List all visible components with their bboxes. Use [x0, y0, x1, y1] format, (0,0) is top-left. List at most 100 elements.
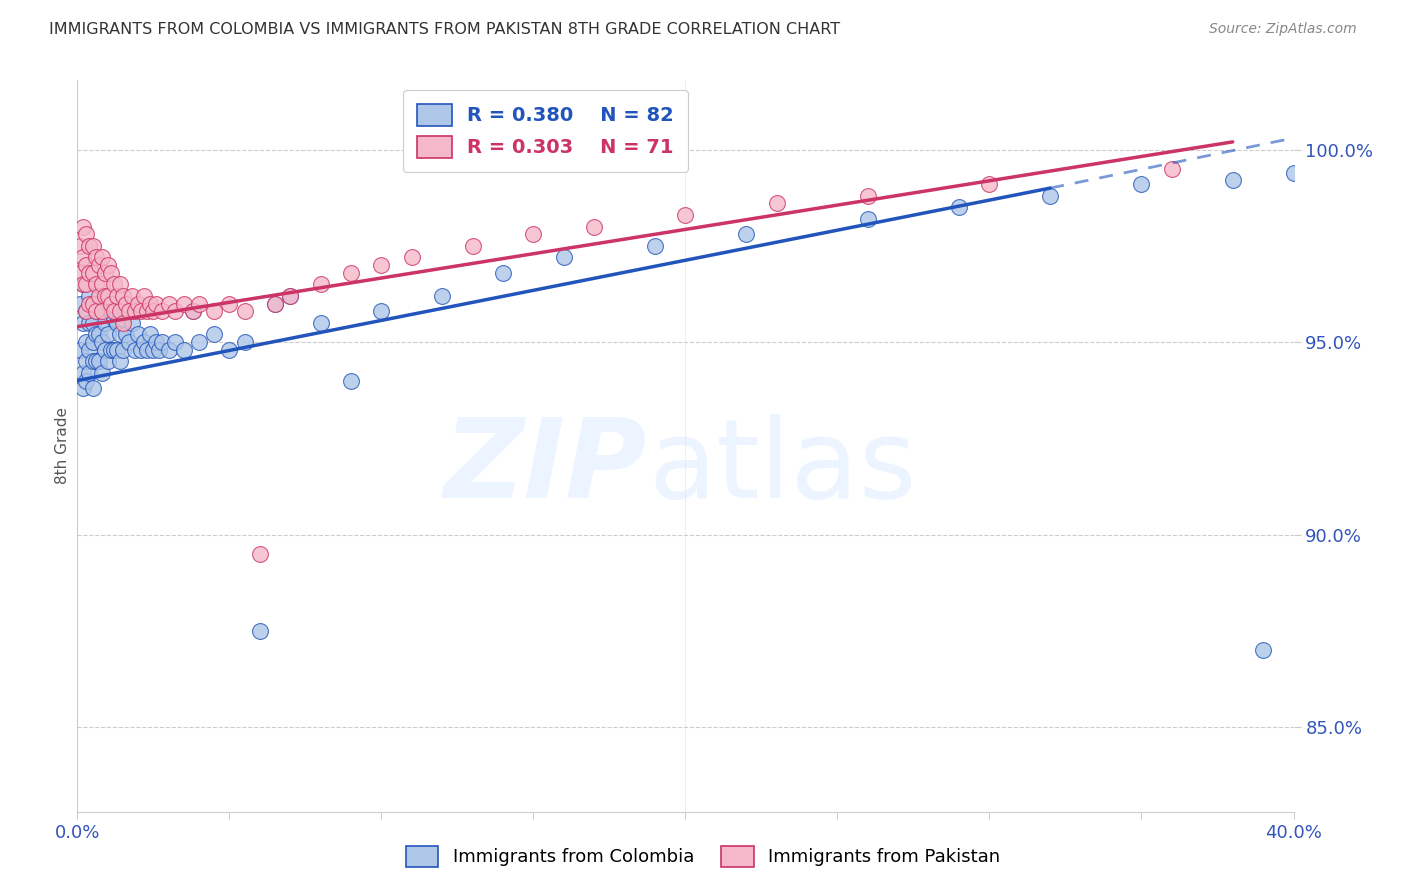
Point	[93, 316, 115, 330]
Point	[105, 289, 128, 303]
Point	[84, 304, 107, 318]
Point	[129, 343, 152, 357]
Point	[157, 296, 180, 310]
Point	[675, 208, 697, 222]
Point	[181, 304, 204, 318]
Point	[90, 251, 112, 265]
Point	[87, 354, 110, 368]
Point	[100, 343, 122, 357]
Point	[249, 547, 271, 561]
Point	[401, 251, 423, 265]
Point	[118, 334, 141, 349]
Point	[82, 354, 104, 368]
Point	[121, 316, 143, 330]
Point	[264, 296, 287, 310]
Point	[75, 258, 97, 272]
Point	[152, 304, 174, 318]
Point	[111, 343, 134, 357]
Point	[79, 343, 101, 357]
Point	[108, 304, 131, 318]
Point	[173, 296, 195, 310]
Point	[97, 296, 120, 310]
Point	[370, 304, 392, 318]
Point	[82, 296, 104, 310]
Point	[157, 343, 180, 357]
Point	[264, 296, 287, 310]
Point	[461, 239, 484, 253]
Point	[202, 304, 225, 318]
Point	[90, 304, 112, 318]
Point	[233, 334, 256, 349]
Point	[856, 211, 879, 226]
Point	[79, 239, 101, 253]
Point	[1161, 161, 1184, 176]
Point	[84, 304, 107, 318]
Point	[108, 354, 131, 368]
Point	[492, 266, 515, 280]
Point	[84, 251, 107, 265]
Point	[69, 239, 91, 253]
Point	[163, 304, 186, 318]
Point	[948, 200, 970, 214]
Point	[105, 343, 128, 357]
Text: atlas: atlas	[648, 415, 917, 522]
Point	[90, 334, 112, 349]
Point	[84, 277, 107, 292]
Point	[145, 296, 167, 310]
Point	[142, 304, 165, 318]
Point	[1130, 178, 1153, 192]
Point	[100, 266, 122, 280]
Point	[644, 239, 666, 253]
Point	[79, 316, 101, 330]
Point	[72, 381, 94, 395]
Point	[100, 296, 122, 310]
Point	[79, 266, 101, 280]
Point	[139, 296, 162, 310]
Point	[188, 334, 211, 349]
Point	[278, 289, 301, 303]
Point	[75, 277, 97, 292]
Point	[87, 296, 110, 310]
Point	[340, 266, 363, 280]
Point	[142, 343, 165, 357]
Point	[136, 343, 159, 357]
Point	[72, 366, 94, 380]
Point	[856, 188, 879, 202]
Point	[218, 343, 240, 357]
Point	[765, 196, 787, 211]
Point	[100, 304, 122, 318]
Point	[103, 343, 125, 357]
Point	[111, 316, 134, 330]
Point	[121, 289, 143, 303]
Point	[75, 304, 97, 318]
Point	[979, 178, 1001, 192]
Point	[108, 327, 131, 342]
Point	[124, 304, 146, 318]
Point	[309, 316, 332, 330]
Point	[278, 289, 301, 303]
Point	[1251, 643, 1274, 657]
Point	[340, 374, 363, 388]
Point	[79, 366, 101, 380]
Point	[218, 296, 240, 310]
Point	[1282, 166, 1305, 180]
Point	[1039, 188, 1062, 202]
Point	[103, 312, 125, 326]
Point	[82, 266, 104, 280]
Point	[233, 304, 256, 318]
Point	[82, 334, 104, 349]
Point	[124, 343, 146, 357]
Point	[72, 316, 94, 330]
Point	[90, 366, 112, 380]
Point	[75, 374, 97, 388]
Point	[202, 327, 225, 342]
Point	[129, 304, 152, 318]
Point	[93, 289, 115, 303]
Point	[72, 277, 94, 292]
Point	[163, 334, 186, 349]
Y-axis label: 8th Grade: 8th Grade	[55, 408, 70, 484]
Point	[134, 289, 156, 303]
Point	[79, 289, 101, 303]
Point	[181, 304, 204, 318]
Point	[82, 239, 104, 253]
